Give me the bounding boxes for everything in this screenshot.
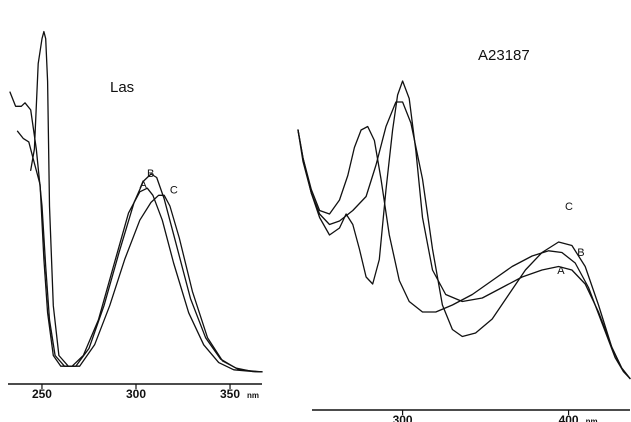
spectrum-curve-b [297, 125, 631, 380]
spectrum-curve-b [9, 91, 263, 373]
spectrum-curve-c [297, 101, 631, 380]
curve-label-b: B [147, 168, 154, 180]
x-tick-label: 250 [32, 387, 52, 401]
las-panel-title: Las [110, 79, 134, 96]
x-tick-label: 400 [559, 413, 579, 422]
x-tick-label: 350 [220, 387, 240, 401]
spectrum-curve-c [30, 30, 263, 373]
spectrum-curve-a [16, 130, 263, 373]
x-tick-label: 300 [126, 387, 146, 401]
las-spectrum-panel: Las 250 300 350 nm AB C [8, 30, 263, 401]
curve-label-a: A [139, 179, 147, 191]
x-tick-label: 300 [393, 413, 413, 422]
curve-label-c: C [565, 201, 573, 213]
spectrum-curve-a [297, 80, 631, 380]
a23187-panel-title: A23187 [478, 47, 530, 64]
curve-label-a: A [557, 265, 565, 277]
x-unit-label: nm [247, 391, 259, 400]
x-unit-label: nm [586, 417, 598, 422]
a23187-spectrum-panel: A23187 300 400 nm AB C [297, 47, 631, 422]
curve-label-c: C [170, 184, 178, 196]
curve-label-b: B [577, 247, 584, 259]
